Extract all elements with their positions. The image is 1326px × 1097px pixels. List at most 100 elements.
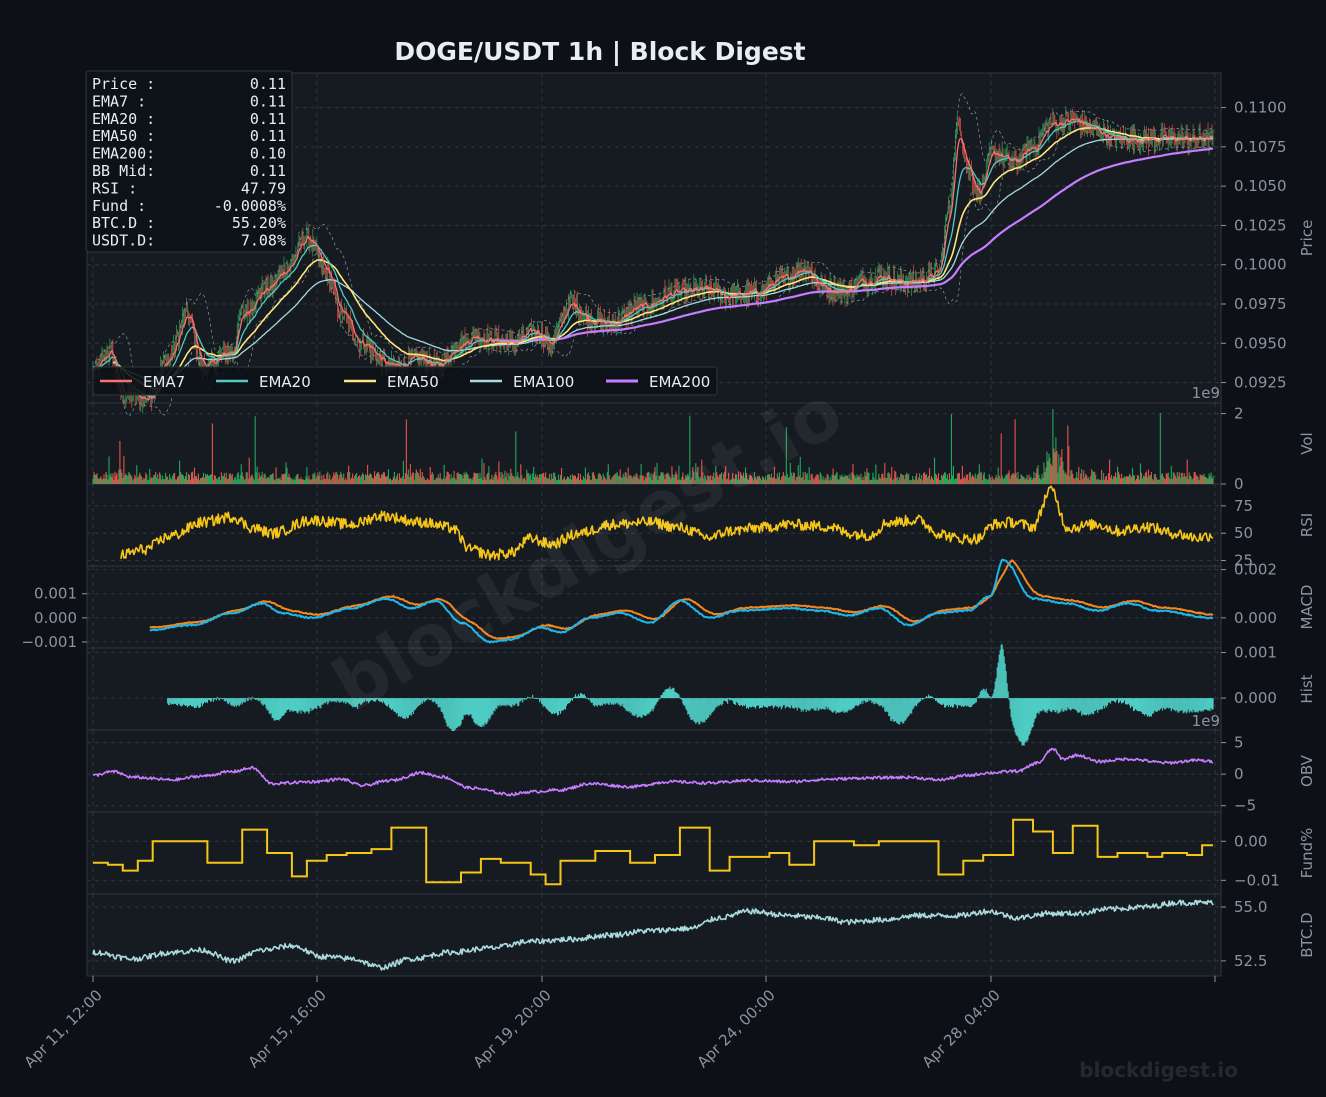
- volume-bar: [305, 476, 307, 484]
- volume-bar: [952, 465, 954, 484]
- hist-bar: [775, 698, 777, 707]
- volume-bar: [456, 473, 458, 484]
- hist-bar: [859, 698, 861, 704]
- hist-bar: [611, 698, 613, 705]
- volume-bar: [513, 475, 515, 484]
- volume-bar: [1062, 461, 1064, 484]
- volume-bar: [218, 476, 220, 484]
- hist-bar: [346, 698, 348, 703]
- volume-bar: [289, 477, 291, 484]
- volume-bar: [855, 478, 857, 484]
- volume-bar: [882, 473, 884, 484]
- hist-bar: [916, 698, 918, 707]
- hist-bar: [178, 698, 180, 704]
- volume-bar: [1015, 472, 1017, 484]
- hist-bar: [494, 698, 496, 712]
- volume-bar: [489, 480, 491, 484]
- hist-bar: [1083, 698, 1085, 715]
- hist-bar: [546, 698, 548, 709]
- volume-bar: [402, 460, 404, 484]
- hist-bar: [1014, 698, 1016, 733]
- hist-bar: [366, 698, 368, 702]
- hist-bar: [264, 698, 266, 705]
- hist-bar: [495, 698, 497, 709]
- hist-bar: [1111, 698, 1113, 701]
- hist-bar: [389, 698, 392, 709]
- volume-bar: [151, 477, 153, 484]
- hist-bar: [1159, 698, 1161, 710]
- volume-bar: [1140, 472, 1142, 484]
- hist-bar: [950, 698, 953, 707]
- volume-bar: [916, 473, 918, 484]
- hist-bar: [537, 698, 539, 699]
- volume-bar: [1049, 457, 1051, 484]
- hist-bar: [1034, 698, 1036, 719]
- volume-bar: [1183, 473, 1185, 484]
- hist-bar: [261, 698, 263, 705]
- hist-bar: [1062, 698, 1064, 712]
- hist-bar: [418, 698, 420, 706]
- hist-bar: [360, 698, 362, 705]
- hist-bar: [970, 698, 972, 708]
- volume-bar: [385, 476, 388, 484]
- hist-bar: [791, 698, 793, 708]
- volume-bar: [302, 479, 304, 484]
- hist-bar: [742, 698, 744, 707]
- volume-bar: [198, 480, 201, 484]
- volume-bar: [933, 457, 936, 484]
- volume-bar: [461, 475, 463, 484]
- volume-bar: [1155, 477, 1157, 484]
- volume-bar: [219, 480, 221, 484]
- hist-bar: [1127, 698, 1130, 704]
- volume-bar: [605, 479, 607, 484]
- volume-bar: [655, 476, 657, 484]
- volume-bar: [181, 474, 183, 484]
- y-tick-label: 2: [1234, 405, 1244, 423]
- hist-bar: [327, 698, 329, 705]
- volume-bar: [336, 471, 338, 484]
- volume-bar: [879, 477, 881, 484]
- volume-bar: [833, 475, 835, 484]
- hist-bar: [282, 698, 284, 716]
- hist-bar: [840, 698, 842, 712]
- hist-bar: [1052, 698, 1054, 711]
- volume-bar: [1043, 462, 1045, 484]
- hist-bar: [674, 691, 676, 699]
- hist-bar: [692, 698, 694, 720]
- hist-bar: [1098, 698, 1100, 710]
- hist-bar: [334, 698, 336, 703]
- hist-bar: [487, 698, 489, 722]
- volume-bar: [355, 474, 357, 484]
- volume-bar: [676, 474, 678, 484]
- ema20-line: [92, 120, 1214, 398]
- volume-bar: [377, 472, 380, 484]
- volume-bar: [135, 477, 137, 484]
- hist-bar: [1191, 698, 1193, 713]
- volume-bar: [1032, 478, 1034, 484]
- volume-bar: [259, 476, 261, 484]
- hist-bar: [581, 693, 583, 699]
- volume-bar: [645, 478, 647, 484]
- hist-bar: [524, 698, 526, 700]
- hist-bar: [1116, 698, 1118, 701]
- hist-bar: [233, 698, 235, 707]
- hist-bar: [357, 698, 359, 709]
- volume-bar: [866, 468, 868, 484]
- volume-bar: [206, 474, 208, 484]
- hist-bar: [723, 698, 725, 701]
- volume-bar: [390, 480, 393, 484]
- hist-bar: [927, 697, 929, 699]
- volume-bar: [281, 473, 283, 484]
- volume-bar: [723, 473, 725, 484]
- volume-bar: [971, 474, 973, 484]
- volume-bar: [887, 472, 889, 484]
- hist-bar: [607, 698, 609, 705]
- hist-bar: [725, 698, 727, 702]
- volume-bar: [436, 477, 438, 484]
- hist-bar: [618, 698, 620, 705]
- volume-bar: [519, 478, 521, 484]
- volume-bar: [314, 472, 316, 484]
- y-tick-label: 0.000: [1234, 689, 1277, 707]
- volume-bar: [566, 476, 569, 484]
- volume-bar: [173, 473, 175, 484]
